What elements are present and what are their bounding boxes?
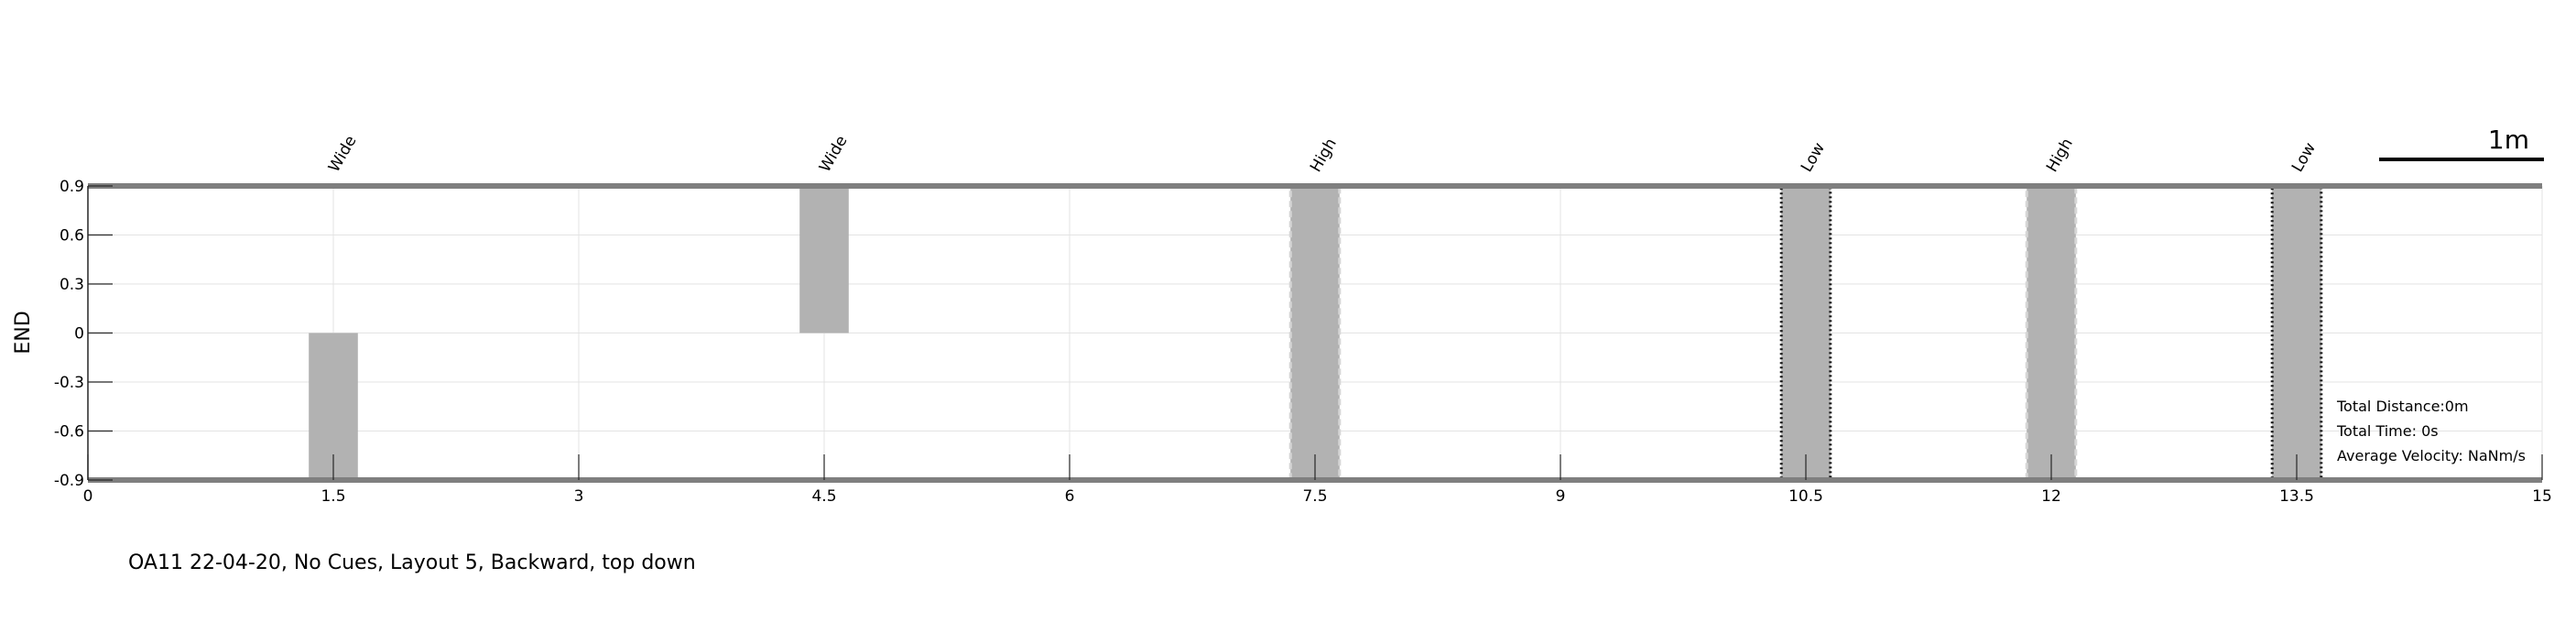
total-time-text: Total Time: 0s — [2336, 422, 2439, 440]
y-tick-label: 0 — [74, 325, 84, 344]
y-tick-label: -0.6 — [54, 423, 84, 442]
x-tick-label: 7.5 — [1302, 487, 1327, 506]
y-tick-label: -0.9 — [54, 472, 84, 490]
scale-bar: 1m — [2379, 125, 2544, 161]
average-velocity-text: Average Velocity: NaNm/s — [2337, 447, 2526, 464]
x-tick-label: 6 — [1065, 487, 1075, 506]
scale-bar-label: 1m — [2488, 125, 2529, 155]
x-tick-label: 3 — [574, 487, 584, 506]
x-tick-label: 0 — [83, 487, 93, 506]
obstacle-label: Wide — [325, 133, 361, 176]
x-tick-label: 9 — [1556, 487, 1566, 506]
x-tick-label: 13.5 — [2279, 487, 2314, 506]
obstacle-labels: Wide Wide High Low High Low — [325, 133, 2320, 176]
x-tick-label: 4.5 — [811, 487, 836, 506]
obstacle-bar — [2270, 184, 2323, 482]
obstacle-label: High — [2043, 136, 2077, 176]
obstacle-bars — [309, 184, 2323, 482]
stats-box: Total Distance:0m Total Time: 0s Average… — [2336, 398, 2526, 464]
obstacle-bar — [2025, 184, 2078, 482]
total-distance-text: Total Distance:0m — [2336, 398, 2469, 415]
obstacle-bar — [1288, 184, 1342, 482]
obstacle-bar — [799, 186, 849, 333]
y-axis-label: END — [12, 311, 35, 354]
obstacle-label: High — [1307, 136, 1341, 176]
y-tick-label: -0.3 — [54, 374, 84, 392]
x-tick-label: 12 — [2041, 487, 2061, 506]
x-tick-label: 15 — [2532, 487, 2552, 506]
figure-caption: OA11 22-04-20, No Cues, Layout 5, Backwa… — [128, 551, 696, 574]
obstacle-label: Wide — [816, 133, 852, 176]
obstacle-label: Low — [1798, 139, 1829, 175]
axes: 0.90.60.30-0.3-0.6-0.90 1.5 3 4.5 6 7.5 9 10.5 1… — [54, 178, 2552, 506]
y-tick-label: 0.6 — [60, 227, 84, 246]
obstacle-bar — [1779, 184, 1832, 482]
y-tick-label: 0.3 — [60, 276, 84, 294]
x-tick-label: 10.5 — [1788, 487, 1823, 506]
x-tick-label: 1.5 — [321, 487, 345, 506]
obstacle-label: Low — [2288, 139, 2320, 175]
y-tick-label: 0.9 — [60, 178, 84, 196]
